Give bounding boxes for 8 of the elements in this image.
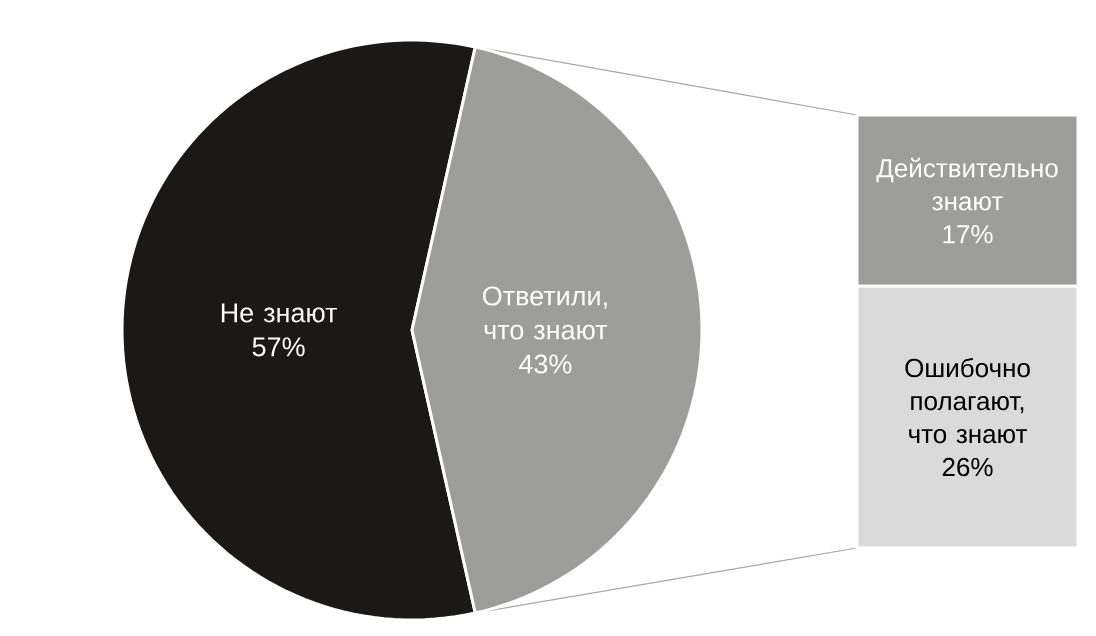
slice-label: Не знают [221, 303, 338, 323]
data-label: 57% [252, 337, 305, 357]
data-label: 17% [943, 225, 993, 244]
data-label: 26% [942, 457, 993, 477]
series-label: Ошибочно полагают, что знают [905, 357, 1030, 444]
data-label: 43% [519, 354, 572, 374]
slice-label: Ответили, что знают [483, 286, 608, 340]
series-label: Действительно знают [876, 157, 1058, 211]
